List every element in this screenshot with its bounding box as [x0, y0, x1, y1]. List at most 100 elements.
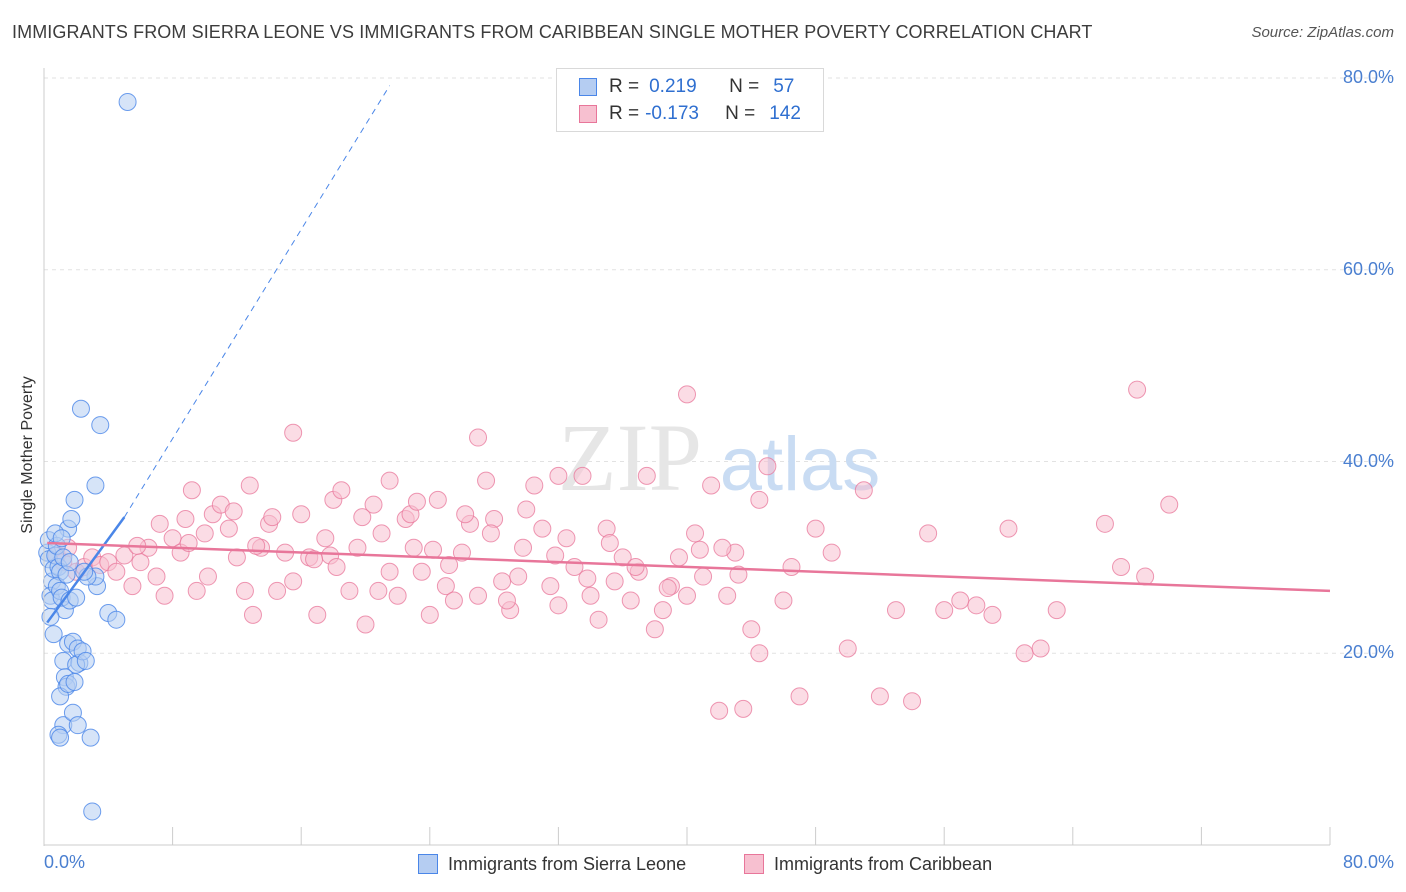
data-point-caribbean [1136, 567, 1155, 586]
data-point-caribbean [1112, 557, 1131, 576]
data-point-caribbean [951, 591, 970, 610]
data-point-caribbean [187, 581, 206, 600]
data-point-sierra-leone [67, 588, 86, 607]
data-point-caribbean [967, 596, 986, 615]
data-point-caribbean [581, 586, 600, 605]
watermark-atlas: atlas [720, 422, 881, 507]
data-point-caribbean [886, 601, 905, 620]
data-point-sierra-leone [81, 728, 100, 747]
data-point-caribbean [404, 538, 423, 557]
data-point-caribbean [983, 605, 1002, 624]
data-point-caribbean [353, 508, 372, 527]
data-point-sierra-leone [65, 490, 84, 509]
data-point-caribbean [284, 572, 303, 591]
data-point-caribbean [713, 538, 732, 557]
data-point-caribbean [1160, 495, 1179, 514]
data-point-caribbean [935, 601, 954, 620]
legend-item-caribbean: Immigrants from Caribbean [744, 852, 992, 876]
data-point-caribbean [549, 466, 568, 485]
data-point-caribbean [514, 538, 533, 557]
blue-r-value: 0.219 [649, 76, 697, 97]
data-point-caribbean [645, 620, 664, 639]
data-point-caribbean [678, 586, 696, 605]
data-point-caribbean [653, 601, 672, 620]
data-point-caribbean [919, 524, 938, 543]
data-point-caribbean [999, 519, 1018, 538]
data-point-caribbean [509, 567, 528, 586]
data-point-caribbean [440, 556, 459, 575]
data-point-caribbean [578, 569, 597, 588]
data-point-sierra-leone [107, 610, 126, 629]
data-point-caribbean [469, 428, 488, 447]
data-point-caribbean [497, 591, 516, 610]
data-point-caribbean [195, 524, 214, 543]
data-point-caribbean [308, 605, 327, 624]
y-tick-label: 40.0% [1342, 450, 1394, 471]
data-point-caribbean [774, 591, 793, 610]
data-point-caribbean [549, 596, 568, 615]
data-point-caribbean [702, 476, 721, 495]
data-point-caribbean [838, 639, 857, 658]
data-point-caribbean [573, 466, 592, 485]
data-point-caribbean [327, 557, 346, 576]
data-point-caribbean [678, 385, 696, 404]
blue-swatch [579, 78, 597, 96]
data-point-caribbean [198, 567, 217, 586]
data-point-caribbean [123, 577, 142, 596]
legend-item-sierra-leone: Immigrants from Sierra Leone [418, 852, 686, 876]
data-point-sierra-leone [51, 728, 70, 747]
data-point-caribbean [854, 481, 873, 500]
data-point-caribbean [372, 524, 391, 543]
data-point-caribbean [658, 579, 677, 598]
data-point-caribbean [176, 510, 195, 529]
legend-row-blue: R = 0.219 N = 57 [579, 74, 794, 100]
data-point-caribbean [364, 495, 383, 514]
pink-r-value: -0.173 [645, 103, 699, 124]
y-tick-label: 60.0% [1342, 258, 1394, 279]
trendline-sierra-leone-extension [123, 85, 391, 518]
data-point-caribbean [822, 543, 841, 562]
data-point-caribbean [718, 586, 737, 605]
data-point-sierra-leone [76, 651, 95, 670]
data-point-caribbean [1128, 380, 1147, 399]
legend-label-caribbean: Immigrants from Caribbean [774, 853, 993, 874]
data-point-caribbean [407, 492, 426, 511]
data-point-caribbean [710, 701, 729, 720]
data-point-caribbean [424, 540, 443, 559]
data-point-sierra-leone [65, 673, 84, 692]
data-point-caribbean [305, 550, 324, 569]
pink-swatch [744, 854, 764, 874]
data-point-caribbean [107, 562, 126, 581]
data-point-caribbean [420, 605, 439, 624]
data-point-caribbean [243, 605, 262, 624]
data-point-caribbean [734, 699, 753, 718]
blue-swatch [418, 854, 438, 874]
data-point-caribbean [456, 505, 475, 524]
data-point-caribbean [729, 565, 748, 584]
watermark-zip: ZIP [558, 404, 702, 511]
data-point-caribbean [626, 557, 645, 576]
data-point-caribbean [428, 490, 447, 509]
data-point-caribbean [369, 581, 388, 600]
trendline-sierra-leone [46, 516, 126, 624]
legend-row-pink: R = -0.173 N = 142 [579, 101, 801, 127]
blue-n-value: 57 [773, 76, 795, 97]
chart-source: Source: ZipAtlas.com [1251, 24, 1394, 41]
data-point-caribbean [605, 572, 624, 591]
legend-label-sierra-leone: Immigrants from Sierra Leone [448, 853, 687, 874]
data-point-caribbean [348, 538, 367, 557]
r-label: R = [609, 103, 640, 124]
data-point-caribbean [224, 502, 243, 521]
data-point-sierra-leone [60, 553, 79, 572]
data-point-caribbean [782, 557, 801, 576]
trendline-caribbean [47, 541, 1331, 593]
data-point-sierra-leone [86, 476, 105, 495]
data-point-caribbean [436, 577, 455, 596]
x-tick-label-min: 0.0% [44, 852, 86, 872]
data-point-caribbean [557, 529, 576, 548]
pink-swatch [579, 105, 597, 123]
r-label: R = [609, 76, 640, 97]
x-tick-label-max: 80.0% [1342, 852, 1394, 872]
data-point-caribbean [637, 466, 656, 485]
data-point-caribbean [481, 524, 500, 543]
